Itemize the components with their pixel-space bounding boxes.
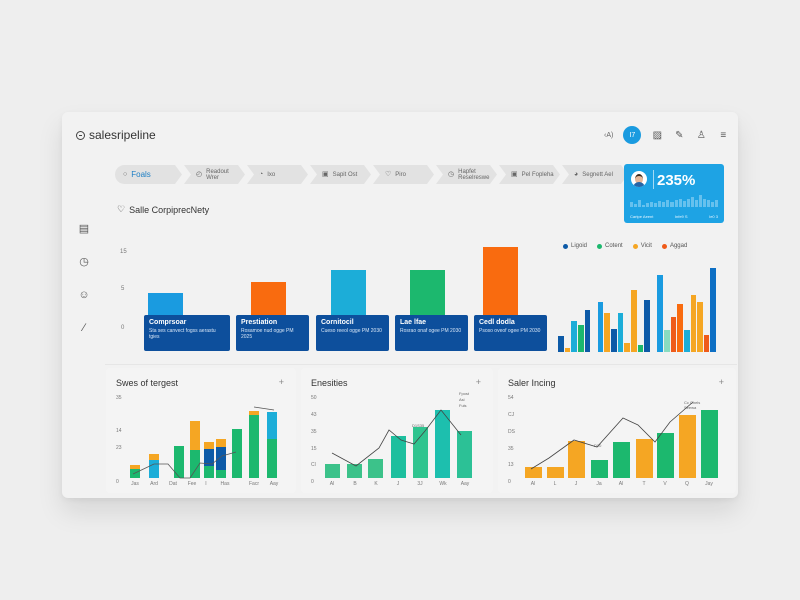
stage-bar[interactable]: [331, 270, 366, 323]
trend-line: [530, 401, 694, 470]
legend-item[interactable]: Cotent: [597, 243, 623, 249]
stage-bar[interactable]: [483, 247, 518, 323]
sidebar: ▤ ◷ ☺ ∕: [77, 222, 91, 335]
pipeline-stepper: ○ Foals ◴ Readout Wrer ◔ Ixo ▣ Sapit Ost…: [115, 165, 630, 184]
panel-saler-incing: Saler Incing + 54 CJ DS 35 13 0 Cc Chels…: [498, 368, 736, 493]
add-icon[interactable]: +: [278, 377, 284, 387]
pen-icon[interactable]: ∕: [83, 322, 85, 334]
timer-icon: ◷: [448, 171, 455, 178]
y-tick: 0: [121, 325, 125, 331]
legend-item[interactable]: Vicit: [632, 243, 652, 249]
kpi-value: 235%: [657, 172, 696, 189]
trend-line: [132, 406, 275, 479]
section-title: ♡ Salle CorpiprecNety: [117, 204, 210, 215]
step-readout[interactable]: ◴ Readout Wrer: [184, 165, 245, 184]
stage-card[interactable]: Lae lfae Rosrao onaf ogee PM 2030: [395, 315, 468, 351]
location-pin-icon: ♡: [385, 171, 392, 178]
language-toggle[interactable]: ‹A): [604, 131, 614, 139]
step-foals[interactable]: ○ Foals: [115, 165, 182, 184]
documents-icon[interactable]: ▤: [78, 223, 90, 235]
top-toolbar: ‹A) I7 ▨ ✎ ♙ ≡: [604, 126, 729, 144]
panel-title: Saler Incing: [508, 378, 556, 388]
menu-icon[interactable]: ≡: [720, 129, 727, 141]
kpi-card[interactable]: 235% Cartpe Aeent Infe9 S Ie0 3: [624, 164, 724, 223]
pin-icon: ♡: [117, 204, 126, 214]
profile-icon[interactable]: ☺: [78, 289, 90, 301]
kpi-sparkline: [630, 195, 719, 207]
clock-icon[interactable]: ◷: [79, 256, 89, 268]
add-icon[interactable]: +: [718, 377, 724, 387]
panel-legend: Fpost Asi Fuls: [459, 391, 470, 408]
user-avatar-button[interactable]: I7: [623, 126, 642, 144]
step-pel[interactable]: ▣ Pel Fopleha: [499, 165, 560, 184]
gauge-icon: ◕: [574, 171, 579, 178]
y-tick: 5: [121, 286, 125, 292]
kpi-footer: Cartpe Aeent Infe9 S Ie0 3: [630, 214, 718, 219]
step-sapit[interactable]: ▣ Sapit Ost: [310, 165, 371, 184]
legend-item[interactable]: Ligoid: [563, 243, 587, 249]
panel-entities: Enesities + 50 43 35 15 Cl 0 Fpost Asi Ful…: [301, 368, 493, 493]
edit-icon[interactable]: ▨: [652, 129, 663, 141]
step-ixo[interactable]: ◔ Ixo: [247, 165, 308, 184]
stage-card[interactable]: Comprsoar Sta ses canvect fogss aerastu …: [144, 315, 230, 351]
lock-icon: ▣: [322, 171, 329, 178]
app-name: salesripeline: [89, 128, 156, 142]
breakdown-bar-chart: [558, 265, 716, 352]
step-segnett[interactable]: ◕ Segnett Ael: [562, 165, 628, 184]
stage-card[interactable]: Prestiation Rosamoe nud ogge PM 2025: [236, 315, 309, 351]
lock-icon: ▣: [511, 171, 518, 178]
timer-icon: ◴: [196, 171, 203, 178]
stage-card[interactable]: Cornitocil Cueso reeol ogge PM 2030: [316, 315, 389, 351]
stage-card[interactable]: Cedl dodla Psoso oveof ogee PM 2030: [474, 315, 547, 351]
panel-title: Swes of tergest: [116, 378, 179, 388]
legend-item[interactable]: Aggad: [661, 243, 687, 249]
add-icon[interactable]: +: [475, 377, 481, 387]
logo-icon: [76, 130, 85, 140]
pencil-icon[interactable]: ✎: [675, 129, 684, 141]
avatar: [631, 171, 647, 187]
y-tick: 15: [120, 249, 127, 255]
brand[interactable]: salesripeline: [76, 128, 156, 142]
circle-icon: ○: [123, 171, 128, 178]
user-lock-icon[interactable]: ♙: [696, 129, 706, 141]
step-piro[interactable]: ♡ Piro: [373, 165, 434, 184]
clock-icon: ◔: [259, 171, 264, 178]
panel-title: Enesities: [311, 378, 348, 388]
panel-sales-target: Swes of tergest + 35 14 23 0 Jas Ard Dat…: [106, 368, 296, 493]
chart-legend: Ligoid Cotent Vicit Aggad: [563, 243, 687, 249]
trend-line: [331, 409, 462, 467]
step-hapfet[interactable]: ◷ Hapfet Reselreswe: [436, 165, 497, 184]
stage-bar[interactable]: [410, 270, 445, 323]
